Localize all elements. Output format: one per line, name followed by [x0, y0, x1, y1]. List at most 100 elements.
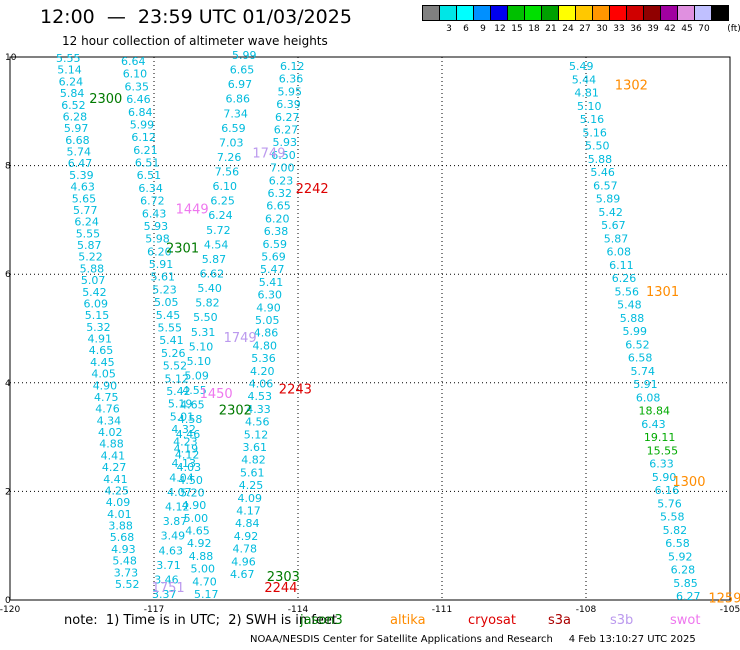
legend-label: 42	[664, 24, 676, 34]
wave-height-label: 4.50	[178, 474, 203, 487]
footer-credit: NOAA/NESDIS Center for Satellite Applica…	[250, 634, 696, 645]
y-tick-label: 2	[5, 487, 11, 497]
wave-height-label: 4.58	[178, 413, 203, 426]
pass-time-label: 1300	[672, 475, 705, 490]
wave-height-label: 6.24	[74, 216, 99, 229]
wave-height-label: 4.93	[111, 543, 136, 556]
wave-height-label: 5.14	[57, 64, 82, 77]
wave-height-label: 5.41	[159, 334, 184, 347]
altimeter-tracks: 5.555.146.245.846.526.285.976.685.746.47…	[56, 49, 701, 603]
pass-time-label: 1749	[224, 331, 257, 346]
wave-height-label: 5.15	[85, 309, 110, 322]
wave-height-label: 5.65	[72, 192, 97, 205]
wave-height-label: 4.54	[204, 238, 229, 251]
wave-height-label: 5.48	[112, 555, 136, 568]
wave-height-label: 4.75	[94, 391, 119, 404]
pass-time-label: 2243	[279, 383, 312, 398]
wave-height-label: 6.52	[61, 99, 85, 112]
wave-height-label: 4.45	[90, 356, 115, 369]
wave-height-label: 3.87	[163, 515, 188, 528]
wave-height-label: 3.46	[154, 573, 179, 586]
wave-height-label: 5.41	[259, 276, 284, 289]
wave-height-label: 6.11	[609, 259, 634, 272]
legend-swatch	[711, 5, 729, 21]
wave-height-label: 5.52	[163, 360, 188, 373]
wave-height-label: 15.55	[647, 444, 679, 457]
wave-height-label: 5.20	[180, 487, 205, 500]
wave-height-label: 5.09	[184, 370, 209, 383]
wave-height-label: 5.10	[577, 100, 602, 113]
wave-height-label: 6.20	[147, 245, 172, 258]
wave-height-label: 4.90	[256, 301, 281, 314]
wave-height-label: 6.28	[671, 564, 696, 577]
wave-height-label: 5.91	[149, 258, 174, 271]
note-text: note: 1) Time is in UTC; 2) SWH is in fe…	[64, 613, 337, 628]
wave-height-label: 4.01	[107, 508, 132, 521]
wave-height-label: 4.41	[103, 473, 128, 486]
wave-height-label: 4.41	[101, 449, 126, 462]
wave-height-label: 6.50	[271, 149, 296, 162]
wave-height-label: 5.46	[590, 166, 615, 179]
map-frame	[9, 56, 731, 601]
wave-height-label: 5.52	[115, 578, 140, 591]
wave-height-label: 4.92	[234, 530, 258, 543]
wave-height-label: 5.19	[168, 398, 193, 411]
pass-time-label: 2244	[264, 581, 297, 596]
wave-height-label: 6.28	[63, 110, 88, 123]
wave-height-label: 6.65	[230, 64, 255, 77]
wave-height-label: 5.61	[240, 466, 265, 479]
wave-height-label: 4.55	[182, 384, 207, 397]
wave-height-label: 4.06	[249, 378, 273, 391]
wave-height-label: 5.89	[596, 193, 621, 206]
wave-height-label: 5.72	[206, 224, 231, 237]
wave-height-label: 4.86	[254, 327, 278, 340]
wave-height-label: 5.17	[194, 588, 219, 601]
pass-time-label: 1302	[615, 79, 648, 94]
wave-height-label: 4.65	[180, 399, 205, 412]
wave-height-label: 5.05	[154, 296, 179, 309]
wave-height-label: 6.43	[142, 207, 167, 220]
x-tick-label: -111	[432, 605, 452, 615]
wave-height-label: 6.57	[593, 179, 618, 192]
wave-height-label: 7.00	[270, 162, 295, 175]
wave-height-label: 3.88	[108, 520, 132, 533]
wave-height-label: 3.61	[243, 441, 268, 454]
wave-height-label: 6.36	[279, 73, 304, 86]
wave-height-label: 6.68	[65, 134, 90, 147]
wave-height-label: 5.23	[152, 283, 177, 296]
pass-time-label: 2242	[296, 182, 329, 197]
wave-height-label: 5.95	[278, 85, 303, 98]
wave-height-label: 5.55	[76, 227, 101, 240]
wave-height-label: 6.33	[649, 458, 674, 471]
wave-height-label: 4.23	[173, 436, 198, 449]
wave-height-label: 3.73	[114, 566, 139, 579]
wave-height-label: 5.45	[156, 309, 181, 322]
wave-height-label: 4.09	[238, 492, 263, 505]
wave-height-label: 4.53	[248, 390, 273, 403]
wave-height-label: 6.30	[258, 289, 283, 302]
wave-height-label: 19.11	[644, 431, 676, 444]
wave-height-label: 5.42	[166, 385, 191, 398]
wave-height-label: 7.56	[215, 166, 240, 179]
wave-height-label: 5.10	[189, 340, 214, 353]
wave-height-label: 6.38	[264, 225, 289, 238]
wave-height-label: 4.90	[182, 499, 207, 512]
wave-height-label: 5.56	[615, 285, 640, 298]
page-subtitle: 12 hour collection of altimeter wave hei…	[62, 34, 328, 48]
wave-height-label: 4.25	[239, 479, 263, 492]
pass-time-label: 1301	[646, 285, 679, 300]
wave-height-label: 5.97	[64, 122, 89, 135]
wave-height-label: 4.03	[177, 461, 202, 474]
wave-height-label: 6.46	[126, 93, 151, 106]
wave-height-label: 6.10	[213, 180, 238, 193]
x-tick-label: -120	[0, 605, 20, 615]
legend-label: 12	[494, 24, 506, 34]
wave-height-label: 5.88	[588, 153, 613, 166]
pass-time-label: 2301	[166, 242, 199, 257]
wave-height-label: 3.71	[156, 559, 181, 572]
legend-label: 6	[463, 24, 469, 34]
wave-height-label: 5.50	[585, 140, 610, 153]
wave-height-label: 5.91	[633, 378, 658, 391]
wave-height-label: 4.78	[233, 543, 258, 556]
wave-height-label: 6.59	[263, 238, 288, 251]
